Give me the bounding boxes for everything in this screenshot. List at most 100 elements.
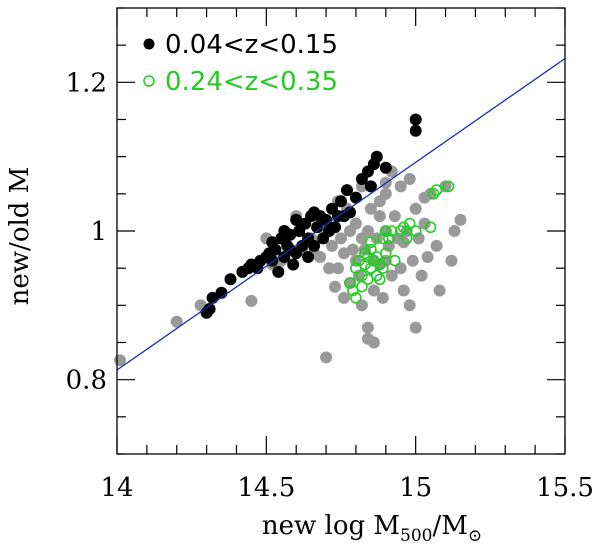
x-axis-label: new log M500/M⊙	[262, 511, 482, 546]
data-point-series-0	[373, 195, 386, 208]
data-point-series-0	[418, 217, 431, 230]
data-point-series-0	[415, 269, 428, 282]
data-point-series-1	[373, 273, 386, 286]
data-point-series-1	[344, 277, 356, 289]
legend-label-green: 0.24<z<0.35	[165, 67, 338, 97]
data-point-series-1	[356, 280, 368, 293]
legend-marker-green	[143, 75, 155, 87]
data-point-series-0	[349, 217, 362, 230]
tick-labels: 14 14.5 15 15.5 0.8 1 1.2	[66, 68, 594, 503]
legend: 0.04<z<0.15 0.24<z<0.35	[143, 30, 338, 97]
data-point-series-1	[370, 269, 383, 282]
data-point-series-0	[409, 321, 422, 334]
data-point-series-1	[424, 221, 437, 234]
data-point-series-0	[445, 254, 458, 267]
data-point-series-2	[379, 161, 392, 174]
data-point-series-0	[385, 269, 398, 282]
data-point-series-1	[376, 232, 389, 245]
data-point-series-0	[394, 180, 407, 193]
data-point-series-2	[409, 124, 422, 137]
data-point-series-2	[341, 184, 353, 197]
legend-marker-black	[143, 38, 155, 50]
data-point-series-1	[409, 225, 422, 237]
fit-line-group	[116, 58, 566, 371]
data-point-series-1	[442, 180, 455, 193]
data-point-series-2	[278, 225, 291, 237]
data-point-series-2	[266, 236, 279, 249]
data-point-series-1	[365, 243, 377, 256]
data-point-series-2	[308, 206, 321, 219]
y-tick-label: 1	[90, 217, 107, 247]
data-point-series-0	[320, 351, 333, 364]
data-points	[114, 113, 467, 367]
data-point-series-2	[364, 180, 377, 193]
data-point-series-0	[326, 239, 338, 252]
data-point-series-0	[376, 291, 389, 304]
data-point-series-1	[350, 292, 362, 304]
data-point-series-2	[308, 239, 321, 252]
data-point-series-0	[388, 210, 401, 223]
data-point-series-0	[418, 191, 431, 204]
data-point-series-2	[272, 265, 285, 278]
data-point-series-1	[365, 236, 377, 248]
x-tick-label: 14.5	[237, 473, 295, 503]
data-point-series-0	[454, 213, 467, 226]
data-point-series-1	[397, 221, 410, 234]
data-point-series-2	[311, 221, 324, 234]
data-point-series-0	[335, 232, 347, 245]
data-point-series-1	[376, 262, 389, 275]
legend-label-black: 0.04<z<0.15	[165, 30, 338, 60]
data-point-series-0	[329, 280, 341, 293]
data-point-series-2	[302, 251, 315, 263]
y-tick-label: 1.2	[66, 68, 107, 98]
data-point-series-0	[361, 225, 374, 237]
data-point-series-1	[403, 217, 416, 230]
x-tick-label: 15	[399, 473, 432, 503]
data-point-series-2	[203, 303, 216, 315]
data-point-series-0	[323, 262, 336, 275]
data-point-series-1	[400, 232, 413, 245]
data-point-series-0	[245, 294, 258, 307]
data-point-series-0	[409, 202, 422, 215]
data-point-series-1	[430, 184, 443, 196]
data-point-series-1	[394, 225, 407, 237]
data-point-series-2	[349, 191, 362, 204]
data-point-series-1	[359, 247, 371, 260]
data-point-series-0	[170, 315, 183, 328]
plot-frame	[116, 7, 566, 455]
data-point-series-1	[427, 188, 440, 200]
data-point-series-0	[394, 262, 407, 275]
data-point-series-0	[430, 239, 443, 252]
data-point-series-0	[406, 254, 419, 267]
fit-line	[116, 58, 566, 371]
data-point-series-0	[346, 243, 359, 256]
data-point-series-0	[433, 284, 446, 297]
data-point-series-0	[367, 336, 380, 349]
data-point-series-2	[287, 258, 300, 271]
data-point-series-0	[403, 299, 416, 312]
data-point-series-0	[361, 321, 374, 334]
data-point-series-0	[403, 173, 416, 185]
data-point-series-0	[397, 284, 410, 297]
y-tick-label: 0.8	[66, 366, 107, 396]
data-point-series-2	[329, 221, 341, 234]
data-point-series-1	[356, 269, 368, 282]
data-point-series-0	[338, 291, 350, 304]
x-tick-label: 15.5	[536, 473, 594, 503]
data-point-series-2	[370, 150, 383, 163]
data-point-series-1	[379, 225, 392, 237]
data-point-series-0	[448, 225, 461, 237]
data-point-series-1	[362, 251, 374, 263]
data-point-series-2	[335, 195, 347, 208]
data-point-series-0	[439, 180, 452, 193]
data-point-series-0	[421, 251, 434, 263]
y-axis-label: new/old M	[5, 167, 35, 306]
data-point-series-0	[364, 202, 377, 215]
data-point-series-1	[385, 225, 398, 237]
data-point-series-2	[409, 113, 422, 126]
data-point-series-1	[379, 247, 392, 260]
data-point-series-0	[332, 262, 344, 275]
data-point-series-1	[388, 254, 401, 267]
data-point-series-2	[224, 273, 237, 286]
